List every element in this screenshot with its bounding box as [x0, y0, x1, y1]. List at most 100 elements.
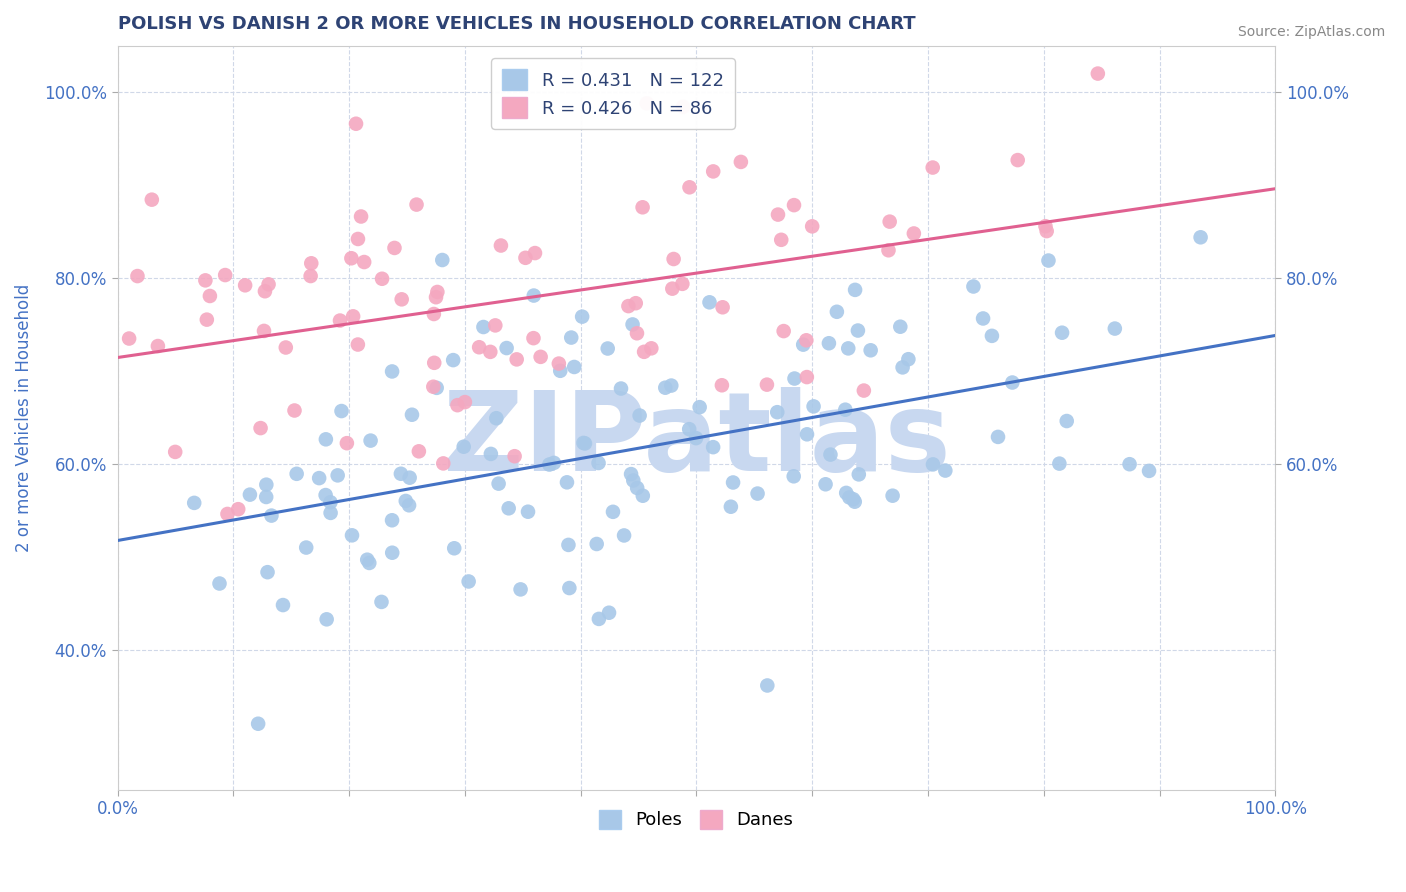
Point [256, 565, 278, 579]
Point [523, 288, 546, 302]
Text: Source: ZipAtlas.com: Source: ZipAtlas.com [1237, 25, 1385, 39]
Point [879, 214, 901, 228]
Point [661, 282, 683, 296]
Point [720, 500, 742, 514]
Point [295, 541, 318, 555]
Point [454, 395, 477, 409]
Point [254, 477, 277, 491]
Point [662, 252, 685, 266]
Point [710, 378, 733, 392]
Point [195, 312, 218, 326]
Point [588, 612, 610, 626]
Point [1056, 414, 1078, 428]
Point [319, 495, 342, 509]
Point [239, 488, 262, 502]
Point [319, 506, 342, 520]
Point [572, 436, 595, 450]
Point [315, 433, 337, 447]
Point [796, 427, 818, 442]
Point [1137, 464, 1160, 478]
Point [1104, 321, 1126, 335]
Point [796, 370, 818, 384]
Text: ZIPatlas: ZIPatlas [443, 386, 950, 493]
Point [820, 448, 842, 462]
Point [247, 716, 270, 731]
Point [370, 595, 392, 609]
Point [987, 430, 1010, 444]
Point [1007, 153, 1029, 167]
Point [838, 491, 860, 505]
Point [489, 238, 512, 252]
Point [426, 285, 449, 299]
Point [381, 364, 404, 378]
Point [233, 278, 256, 293]
Point [772, 324, 794, 338]
Point [689, 400, 711, 414]
Point [423, 307, 446, 321]
Point [859, 343, 882, 358]
Point [558, 581, 581, 595]
Point [441, 353, 464, 368]
Point [517, 505, 540, 519]
Point [479, 344, 502, 359]
Point [730, 155, 752, 169]
Point [844, 283, 866, 297]
Point [381, 546, 404, 560]
Point [524, 246, 547, 260]
Point [505, 352, 527, 367]
Point [631, 489, 654, 503]
Point [340, 252, 363, 266]
Point [283, 403, 305, 417]
Point [835, 486, 858, 500]
Point [391, 293, 413, 307]
Point [146, 339, 169, 353]
Point [783, 371, 806, 385]
Point [555, 475, 578, 490]
Point [217, 507, 239, 521]
Point [344, 117, 367, 131]
Point [834, 402, 856, 417]
Point [842, 492, 865, 507]
Point [543, 456, 565, 470]
Point [747, 486, 769, 500]
Point [498, 501, 520, 516]
Point [446, 398, 468, 412]
Point [640, 342, 662, 356]
Point [633, 344, 655, 359]
Point [1047, 457, 1070, 471]
Point [347, 232, 370, 246]
Point [620, 467, 643, 481]
Point [621, 318, 644, 332]
Point [389, 467, 412, 481]
Point [479, 447, 502, 461]
Point [336, 436, 359, 450]
Point [274, 341, 297, 355]
Point [423, 356, 446, 370]
Point [610, 382, 633, 396]
Point [636, 96, 658, 111]
Point [254, 490, 277, 504]
Point [574, 436, 596, 450]
Point [453, 440, 475, 454]
Point [257, 277, 280, 292]
Point [425, 290, 447, 304]
Point [285, 467, 308, 481]
Point [432, 252, 454, 267]
Point [271, 598, 294, 612]
Point [560, 330, 582, 344]
Point [127, 268, 149, 283]
Point [617, 299, 640, 313]
Point [672, 100, 695, 114]
Point [889, 319, 911, 334]
Point [626, 326, 648, 341]
Point [485, 411, 508, 425]
Point [522, 331, 544, 345]
Point [702, 164, 724, 178]
Legend: Poles, Danes: Poles, Danes [592, 803, 800, 837]
Point [530, 350, 553, 364]
Point [934, 464, 956, 478]
Point [484, 318, 506, 333]
Point [118, 332, 141, 346]
Point [329, 313, 352, 327]
Point [602, 505, 624, 519]
